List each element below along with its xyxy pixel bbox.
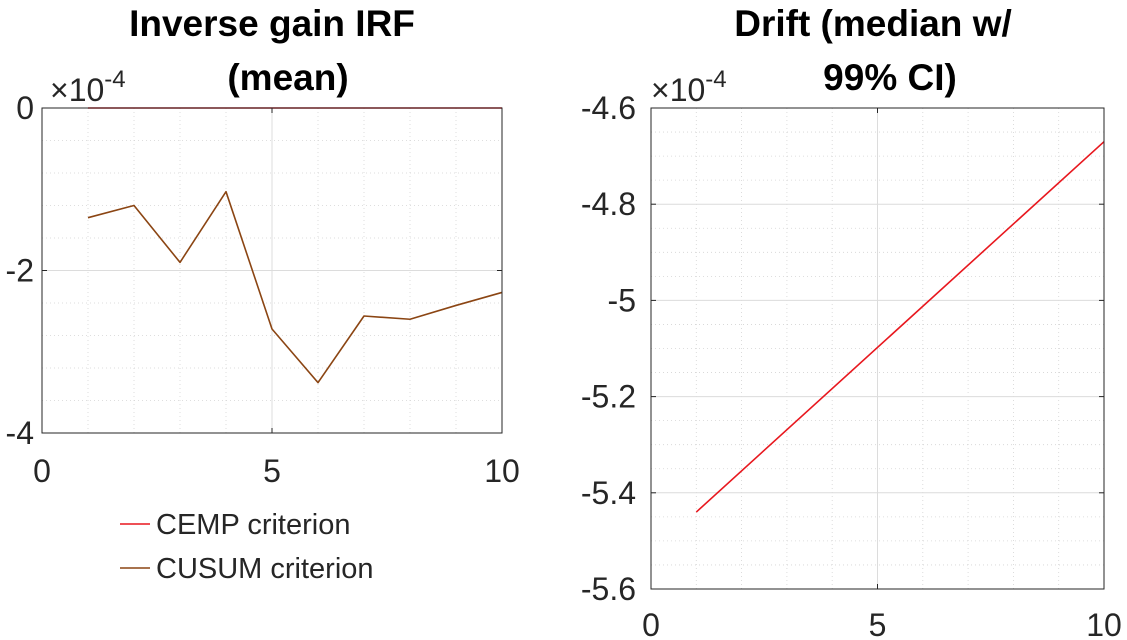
multiplier-sign: × bbox=[50, 72, 69, 108]
legend: CEMP criterion CUSUM criterion bbox=[120, 509, 374, 585]
chart-title-line1: Drift (median w/ bbox=[734, 3, 1012, 44]
y-tick-label: 0 bbox=[16, 90, 34, 126]
y-tick-label: -2 bbox=[6, 253, 34, 289]
svg-text:×10-4: ×10-4 bbox=[50, 66, 126, 108]
x-tick-label: 10 bbox=[1086, 607, 1122, 640]
chart-title-line2: 99% CI) bbox=[823, 57, 957, 98]
x-tick-label: 10 bbox=[484, 453, 520, 489]
x-tick-label: 5 bbox=[263, 453, 281, 489]
y-tick-label: -5.6 bbox=[581, 571, 636, 607]
series-line-1 bbox=[695, 141, 1105, 513]
multiplier-sign: × bbox=[651, 72, 670, 108]
y-multiplier: ×10-4 bbox=[651, 66, 727, 108]
chart-title-line1: Inverse gain IRF bbox=[129, 3, 415, 44]
y-tick-label: -4.6 bbox=[581, 90, 636, 126]
legend-label-cusum: CUSUM criterion bbox=[156, 553, 374, 585]
legend-label-cemp: CEMP criterion bbox=[156, 509, 350, 541]
y-tick-label: -5 bbox=[608, 282, 636, 318]
y-tick-label: -5.2 bbox=[581, 379, 636, 415]
y-tick-label: -4 bbox=[6, 415, 34, 451]
y-tick-label: -5.4 bbox=[581, 475, 636, 511]
chart-title-line2: (mean) bbox=[227, 57, 348, 98]
multiplier-exponent: -4 bbox=[104, 66, 125, 93]
tick-labels: 0 5 10 0 -2 -4 bbox=[6, 90, 520, 489]
panel-drift: Drift (median w/ 99% CI) 0 5 10 -4.6 -4.8 -5 -… bbox=[581, 3, 1122, 640]
panel-inverse-gain-irf: Inverse gain IRF (mean) 0 5 100-2-4 ×10-4 … bbox=[6, 3, 520, 585]
multiplier-base: 10 bbox=[69, 72, 105, 108]
x-tick-label: 0 bbox=[642, 607, 660, 640]
multiplier-exponent: -4 bbox=[705, 66, 726, 93]
y-multiplier: ×10-4 bbox=[50, 66, 126, 108]
series-line-2 bbox=[87, 190, 503, 384]
x-tick-label: 0 bbox=[33, 453, 51, 489]
multiplier-base: 10 bbox=[670, 72, 706, 108]
series-group bbox=[695, 141, 1105, 513]
y-tick-label: -4.8 bbox=[581, 186, 636, 222]
svg-text:×10-4: ×10-4 bbox=[651, 66, 727, 108]
tick-labels: 0 5 10 -4.6 -4.8 -5 -5.2 -5.4 -5.6 bbox=[581, 90, 1122, 640]
x-tick-label: 5 bbox=[869, 607, 887, 640]
